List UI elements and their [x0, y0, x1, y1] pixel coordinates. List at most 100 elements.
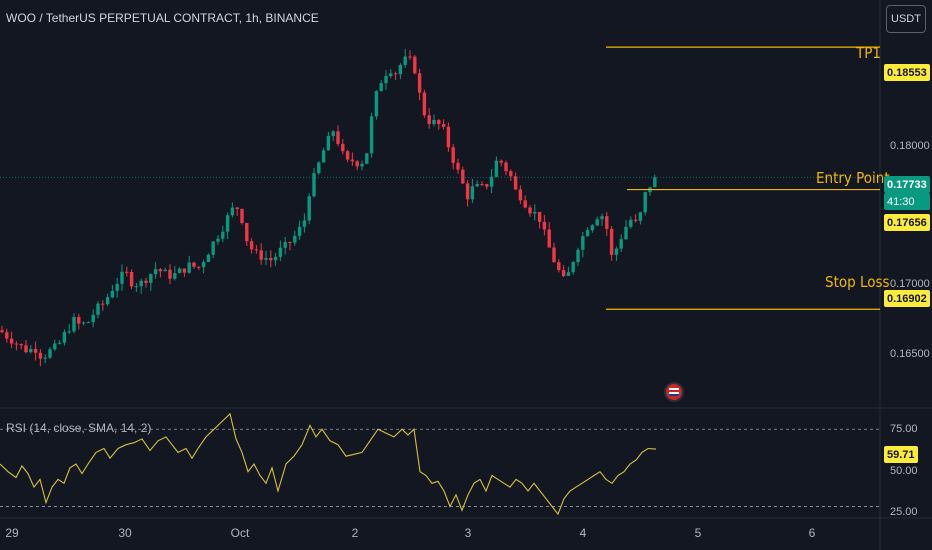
candle-body [53, 343, 57, 350]
candle-body [249, 241, 254, 250]
candle-body [149, 274, 153, 283]
price-tick: 0.16500 [890, 348, 930, 360]
candle-body [437, 120, 441, 125]
candle-body [518, 189, 523, 201]
candle-body [81, 322, 86, 324]
candle-body [19, 344, 23, 346]
stop-price-tag: 0.16902 [884, 290, 930, 307]
candle-body [465, 183, 470, 200]
x-tick: 5 [694, 526, 702, 540]
candle-body [485, 184, 489, 187]
candle-body [475, 183, 479, 187]
candle-body [336, 131, 340, 144]
candle-body [225, 215, 230, 232]
candle-body [609, 228, 614, 255]
candle-body [552, 247, 556, 263]
x-tick: 4 [579, 526, 587, 540]
currency-button[interactable]: USDT [886, 5, 926, 33]
candle-body [110, 290, 115, 298]
us-flag-event-icon[interactable] [664, 382, 684, 402]
candle-body [201, 261, 206, 268]
candle-body [312, 173, 316, 197]
candle-body [350, 159, 355, 162]
candle-body [173, 273, 177, 279]
candle-body [86, 322, 91, 324]
candle-body [547, 229, 551, 248]
candle-body [566, 272, 571, 276]
candle-body [614, 248, 619, 255]
candle-body [581, 236, 585, 250]
rsi-tick: 50.00 [890, 465, 918, 477]
candle-body [533, 211, 537, 214]
candle-body [307, 196, 311, 221]
entry-price-tag: 0.17656 [884, 214, 930, 231]
candle-body [585, 230, 590, 237]
candle-body [0, 330, 4, 333]
candle-body [561, 270, 566, 276]
candle-body [605, 216, 609, 229]
candle-body [293, 235, 297, 243]
candle-body [509, 171, 513, 177]
candle-body [24, 345, 28, 353]
x-tick: 29 [5, 526, 19, 540]
candle-body [321, 150, 326, 163]
rsi-line [0, 412, 657, 516]
candle-body [470, 186, 475, 200]
candle-body [408, 56, 412, 58]
candle-body [278, 247, 283, 257]
candle-body [235, 207, 239, 209]
candle-body [633, 219, 638, 221]
candle-body [168, 269, 172, 279]
candle-body [489, 176, 494, 187]
candle-body [600, 216, 604, 220]
rsi-tick: 25.00 [890, 506, 918, 518]
candle-body [542, 221, 547, 230]
candle-body [451, 147, 455, 163]
candle-body [211, 241, 215, 255]
candle-body [422, 92, 427, 116]
candle-body [283, 242, 287, 248]
x-tick: 30 [118, 526, 132, 540]
candle-body [9, 338, 14, 344]
candle-body [115, 283, 119, 291]
candle-body [557, 262, 561, 271]
candle-body [5, 332, 9, 339]
candle-body [576, 249, 580, 263]
candle-body [273, 256, 278, 261]
candle-body [91, 314, 95, 323]
candle-body [643, 192, 647, 213]
candle-body [230, 207, 235, 216]
entry-point-label: Entry Point [816, 169, 890, 187]
candle-body [456, 162, 460, 170]
candle-body [345, 151, 350, 160]
candle-body [134, 286, 139, 288]
candle-body [417, 73, 422, 93]
candle-body [461, 169, 465, 184]
candle-body [48, 349, 52, 358]
chart-title: WOO / TetherUS PERPETUAL CONTRACT, 1h, B… [6, 11, 319, 25]
countdown-tag: 41:30 [884, 193, 930, 210]
candle-body [365, 153, 369, 164]
candle-body [216, 238, 220, 242]
candle-body [67, 331, 71, 333]
candle-body [101, 303, 105, 305]
price-tick: 0.17000 [890, 278, 930, 290]
price-tick: 0.18000 [890, 140, 930, 152]
candle-body [480, 183, 484, 185]
candle-body [413, 56, 417, 74]
candle-body [528, 207, 532, 214]
candle-body [240, 208, 244, 224]
candle-body [245, 223, 249, 242]
candle-body [120, 271, 124, 284]
candle-body [259, 250, 263, 260]
candle-body [197, 266, 201, 268]
candle-body [269, 257, 273, 261]
candle-body [144, 280, 148, 283]
candle-body [653, 177, 657, 188]
candle-body [57, 342, 62, 344]
candle-body [264, 257, 268, 260]
candle-body [163, 269, 167, 272]
candle-body [389, 73, 393, 77]
candle-body [29, 349, 33, 353]
